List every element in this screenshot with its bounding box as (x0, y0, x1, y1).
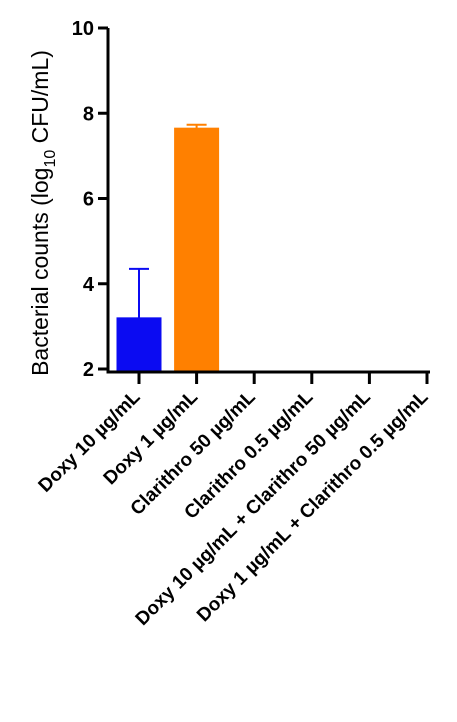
y-tick-label: 8 (83, 103, 94, 125)
y-axis-label: Bacterial counts (log10 CFU/mL) (27, 50, 59, 376)
y-axis-label-main: Bacterial counts (log (27, 168, 53, 376)
y-axis-label-end: CFU/mL) (27, 50, 53, 150)
y-tick-label: 10 (72, 18, 94, 40)
bars-layer (116, 123, 220, 373)
svg-text:Bacterial counts (log10 CFU/mL: Bacterial counts (log10 CFU/mL) (27, 50, 59, 376)
y-axis: 2 4 6 8 10 (72, 18, 110, 381)
y-tick-label: 4 (83, 274, 95, 296)
y-tick-label: 6 (83, 189, 94, 211)
y-axis-label-subscript: 10 (42, 150, 59, 168)
x-tick-label: Doxy 10 µg/mL (35, 386, 145, 496)
bar (116, 317, 162, 373)
bar (174, 127, 220, 373)
y-tick-label: 2 (83, 359, 94, 381)
